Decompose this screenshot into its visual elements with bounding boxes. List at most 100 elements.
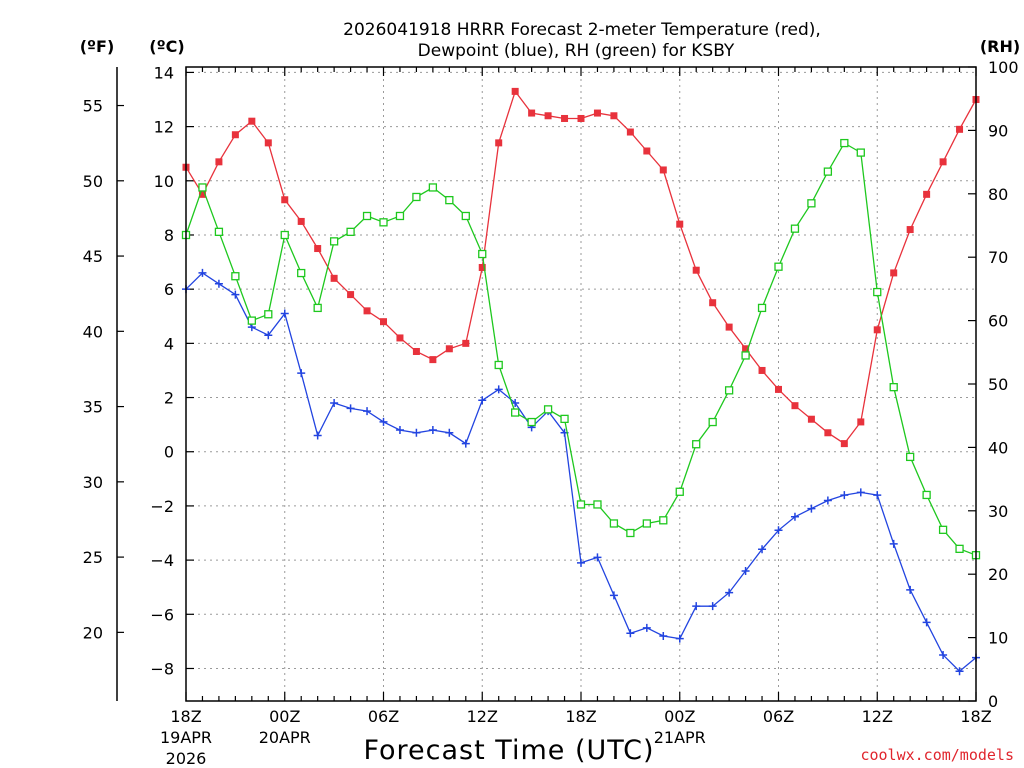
relative-humidity-point: [873, 287, 882, 297]
dewpoint-point: [363, 407, 372, 416]
dewpoint-point: [346, 404, 355, 413]
fahrenheit-unit-label: (ºF): [80, 37, 115, 56]
relative-humidity-point: [214, 227, 224, 236]
temperature-point: [577, 114, 585, 122]
temperature-point: [824, 429, 832, 437]
temperature-point: [956, 125, 964, 133]
celsius-tick-label: 14: [154, 63, 174, 82]
time-axis: 18Z 19APR 2026 00Z 20APR 06Z 12Z 18Z 00Z 21APR 06Z…: [160, 67, 992, 768]
temperature-point: [742, 345, 750, 353]
time-date-label: 19APR: [160, 728, 212, 747]
celsius-tick-label: −8: [150, 659, 174, 678]
dewpoint-point: [231, 290, 240, 299]
relative-humidity-point: [790, 224, 800, 233]
relative-humidity-point: [461, 211, 470, 221]
temperature-point: [840, 440, 848, 448]
temperature-point: [709, 299, 717, 307]
temperature-line: [185, 90, 977, 445]
celsius-tick-label: −6: [150, 605, 174, 624]
temperature-point: [198, 190, 206, 198]
dewpoint-point: [313, 431, 322, 440]
dewpoint-point: [330, 398, 339, 407]
relative-humidity-point: [889, 383, 898, 392]
relative-humidity-point: [379, 218, 388, 227]
temperature-point: [873, 326, 881, 334]
dewpoint-point: [412, 428, 421, 437]
temperature-point: [923, 190, 931, 198]
x-axis-title: Forecast Time (UTC): [363, 735, 654, 766]
temperature-point: [445, 345, 453, 353]
relative-humidity-point: [692, 440, 701, 449]
dewpoint-point: [840, 491, 849, 500]
dewpoint-point: [494, 385, 503, 394]
relative-humidity-point: [675, 487, 684, 496]
relative-humidity-point: [659, 516, 668, 525]
temperature-point: [330, 274, 338, 282]
rh-tick-label: 50: [988, 375, 1008, 394]
dewpoint-series: [182, 268, 980, 676]
dewpoint-point: [708, 602, 717, 611]
rh-unit-label: (RH): [980, 37, 1020, 56]
chart-title: 2026041918 HRRR Forecast 2-meter Tempera…: [343, 20, 821, 40]
dewpoint-point: [889, 539, 898, 548]
dewpoint-point: [790, 512, 799, 521]
fahrenheit-tick-label: 35: [83, 398, 103, 417]
temperature-point: [906, 226, 914, 234]
temperature-point: [544, 112, 552, 120]
relative-humidity-point: [724, 386, 734, 395]
temperature-point: [807, 415, 815, 423]
rh-tick-label: 30: [988, 502, 1008, 521]
temperature-point: [495, 139, 503, 147]
temperature-point: [462, 339, 470, 347]
fahrenheit-axis: 55 50 45 40 35 30 25 20: [83, 67, 124, 701]
dewpoint-point: [461, 439, 470, 448]
relative-humidity-point: [543, 405, 553, 414]
relative-humidity-point: [856, 148, 865, 157]
temperature-point: [396, 334, 404, 342]
temperature-point: [857, 418, 865, 426]
celsius-tick-label: 8: [164, 226, 174, 245]
rh-tick-label: 20: [988, 565, 1008, 584]
dewpoint-point: [725, 588, 734, 597]
fahrenheit-tick-label: 25: [83, 548, 103, 567]
dewpoint-point: [445, 428, 454, 437]
credit-label: coolwx.com/models: [860, 746, 1014, 764]
relative-humidity-point: [757, 303, 767, 313]
temperature-point: [264, 139, 272, 147]
dewpoint-point: [297, 369, 306, 378]
relative-humidity-point: [412, 192, 421, 202]
temperature-point: [281, 196, 289, 204]
celsius-tick-label: 12: [154, 118, 174, 137]
rh-tick-label: 0: [988, 692, 998, 711]
rh-tick-label: 40: [988, 438, 1008, 457]
dewpoint-point: [692, 602, 701, 611]
dewpoint-point: [939, 650, 948, 659]
time-tick-label: 06Z: [368, 707, 399, 726]
temperature-point: [692, 266, 700, 274]
temperature-point: [429, 356, 437, 364]
relative-humidity-point: [527, 417, 536, 427]
temperature-point: [775, 385, 782, 393]
relative-humidity-point: [938, 525, 948, 534]
dewpoint-point: [873, 491, 882, 500]
time-tick-label: 12Z: [467, 707, 498, 726]
time-tick-label: 00Z: [664, 707, 695, 726]
celsius-tick-label: 2: [164, 389, 174, 408]
dewpoint-point: [906, 585, 915, 594]
celsius-tick-label: −4: [150, 551, 174, 570]
series-layer: [181, 87, 981, 676]
temperature-point: [643, 147, 651, 155]
chart-title-line2: Dewpoint (blue), RH (green) for KSBY: [418, 41, 735, 61]
temperature-point: [215, 158, 223, 166]
dewpoint-point: [478, 396, 487, 405]
relative-humidity-point: [593, 500, 602, 509]
fahrenheit-tick-label: 50: [83, 172, 103, 191]
temperature-point: [791, 402, 799, 410]
dewpoint-point: [214, 279, 223, 288]
relative-humidity-point: [922, 490, 931, 500]
temperature-point: [248, 117, 256, 125]
temperature-point: [347, 291, 355, 299]
time-date-label: 20APR: [259, 728, 311, 747]
relative-humidity-point: [823, 167, 833, 176]
